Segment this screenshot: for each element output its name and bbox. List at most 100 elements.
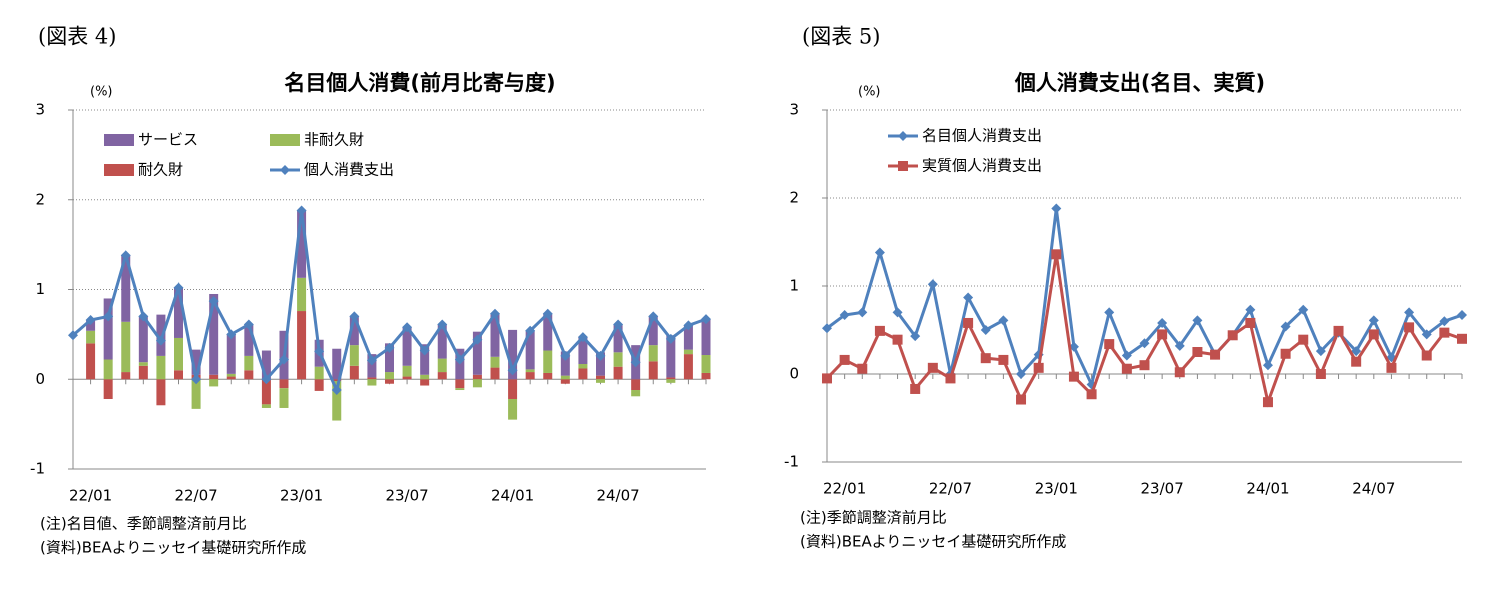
point-marker <box>1280 348 1291 359</box>
note: (資料)BEAよりニッセイ基礎研究所作成 <box>800 533 1066 551</box>
bar-segment <box>508 329 518 380</box>
bar-segment <box>683 354 693 380</box>
bar-segment <box>314 366 324 380</box>
bar-segment <box>490 313 500 357</box>
bar-segment <box>525 372 535 380</box>
bar-segment <box>490 356 500 368</box>
y-tick-label: 1 <box>35 280 45 298</box>
bar-segment <box>437 358 447 373</box>
bar-segment <box>543 313 553 351</box>
bar-segment <box>578 363 588 369</box>
y-tick-label: -1 <box>30 460 45 478</box>
bar-segment <box>191 349 201 375</box>
point-marker <box>1157 317 1168 328</box>
bar-segment <box>297 311 307 380</box>
bar-segment <box>367 354 377 378</box>
bar-segment <box>103 359 113 380</box>
point-marker <box>927 362 938 373</box>
bar-segment <box>683 349 693 355</box>
figure-label: (図表 5) <box>802 25 880 49</box>
legend-label: サービス <box>138 131 198 149</box>
point-marker <box>998 354 1009 365</box>
bar-segment <box>701 355 711 373</box>
bar-segment <box>349 365 359 380</box>
bar-segment <box>613 352 623 367</box>
bar-segment <box>138 365 148 380</box>
point-marker <box>1262 360 1273 371</box>
point-marker <box>402 322 413 333</box>
bar-segment <box>209 379 219 387</box>
bar-segment <box>138 316 148 363</box>
bar-segment <box>209 374 219 380</box>
bar-segment <box>666 377 676 380</box>
point-marker <box>1033 362 1044 373</box>
point-marker <box>85 315 96 326</box>
x-tick-label: 22/07 <box>174 487 217 505</box>
bar-segment <box>525 369 535 373</box>
bar-segment <box>121 321 131 373</box>
point-marker <box>1210 349 1221 360</box>
bar-segment <box>103 298 113 360</box>
bar-segment <box>648 316 658 346</box>
point-marker <box>927 279 938 290</box>
point-marker <box>1245 304 1256 315</box>
point-marker <box>1068 371 1079 382</box>
bar-segment <box>560 375 570 380</box>
bar-segment <box>244 370 254 380</box>
y-tick-label: 2 <box>789 189 799 207</box>
bar-segment <box>174 287 183 338</box>
bar-segment <box>174 370 183 380</box>
point-marker <box>701 314 711 325</box>
bar-segment <box>385 372 394 380</box>
bar-segment <box>472 374 482 380</box>
bar-segment <box>332 381 342 421</box>
bar-segment <box>209 293 219 375</box>
point-marker <box>1386 362 1397 373</box>
point-marker <box>1016 369 1027 379</box>
bar-segment <box>543 350 553 373</box>
point-marker <box>349 311 360 322</box>
point-marker <box>1051 203 1062 214</box>
y-unit: (%) <box>858 85 881 100</box>
series-line <box>826 208 1463 390</box>
point-marker <box>1351 356 1362 367</box>
bar-segment <box>156 355 166 380</box>
point-marker <box>226 329 237 340</box>
point-marker <box>560 350 571 361</box>
point-marker <box>1245 317 1256 328</box>
bar-segment <box>683 325 693 350</box>
bar-segment <box>121 255 131 322</box>
point-marker <box>998 315 1009 326</box>
bar-segment <box>367 377 377 380</box>
chart-title: 個人消費支出(名目、実質) <box>1014 71 1265 95</box>
point-marker <box>595 350 606 361</box>
bar-segment <box>402 365 412 377</box>
point-marker <box>1368 315 1379 326</box>
bar-segment <box>121 372 131 380</box>
bar-segment <box>596 379 605 383</box>
bar-segment <box>226 334 236 374</box>
point-marker <box>296 205 307 216</box>
bar-segment <box>297 210 307 278</box>
bar-segment <box>631 379 641 391</box>
point-marker <box>1439 316 1450 327</box>
point-marker <box>1298 334 1309 345</box>
y-tick-label: 3 <box>35 101 45 119</box>
legend-label: 非耐久財 <box>304 131 364 149</box>
point-marker <box>384 342 395 353</box>
legend-swatch <box>270 134 300 146</box>
bar-segment <box>138 362 148 366</box>
point-marker <box>1051 249 1062 260</box>
bar-segment <box>367 379 377 386</box>
point-marker <box>945 373 956 384</box>
y-tick-label: 1 <box>789 277 799 295</box>
bar-segment <box>578 368 588 380</box>
point-marker <box>472 334 483 345</box>
point-marker <box>613 319 624 330</box>
point-marker <box>980 353 991 364</box>
point-marker <box>683 320 694 331</box>
point-marker <box>980 325 991 335</box>
y-tick-label: -1 <box>784 453 799 471</box>
bar-segment <box>297 277 307 312</box>
